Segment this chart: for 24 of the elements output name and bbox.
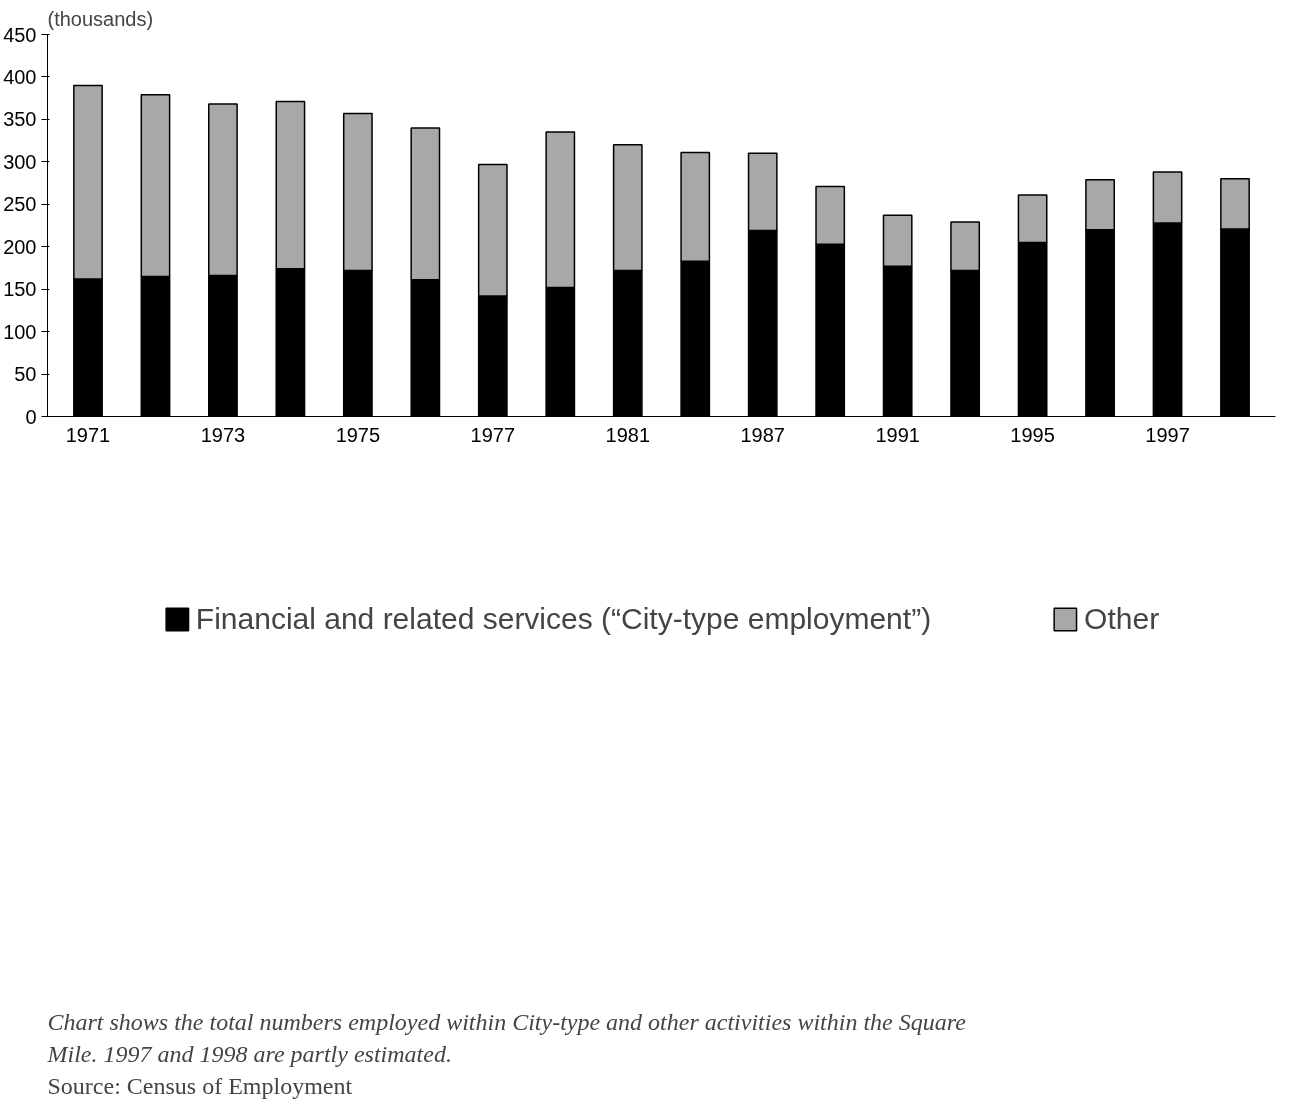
legend-label: Financial and related services (“City-type employment”) bbox=[195, 601, 932, 636]
y-tick-label: 250 bbox=[3, 193, 37, 216]
x-tick-label: 1975 bbox=[335, 423, 381, 446]
x-tick-label: 1995 bbox=[1010, 423, 1055, 446]
y-tick-label: 450 bbox=[3, 23, 37, 46]
x-tick-label: 1973 bbox=[200, 423, 246, 446]
x-tick-label: 1977 bbox=[470, 423, 516, 446]
y-tick-label: 50 bbox=[14, 363, 37, 386]
legend-label: Other bbox=[1084, 601, 1160, 636]
y-tick-label: 150 bbox=[3, 278, 37, 301]
y-tick-label: 350 bbox=[3, 108, 37, 131]
x-tick-label: 1971 bbox=[65, 423, 111, 446]
text: Chart shows the total numbers employed within City-type and other activities within the Square Mile. 1997 and 1998 are partly estimated. bbox=[46, 1008, 967, 1067]
source-note: Source: Census of Employment bbox=[47, 1072, 353, 1099]
y-axis-title: (thousands) bbox=[47, 7, 154, 30]
x-tick-label: 1991 bbox=[875, 423, 920, 446]
y-tick-label: 100 bbox=[3, 320, 37, 343]
y-tick-label: 400 bbox=[3, 65, 37, 88]
x-tick-label: 1997 bbox=[1145, 423, 1190, 446]
x-tick-label: 1981 bbox=[605, 423, 651, 446]
y-tick-label: 300 bbox=[3, 150, 37, 173]
y-tick-label: 200 bbox=[3, 235, 37, 258]
x-tick-label: 1987 bbox=[740, 423, 785, 446]
y-tick-label: 0 bbox=[25, 405, 37, 428]
